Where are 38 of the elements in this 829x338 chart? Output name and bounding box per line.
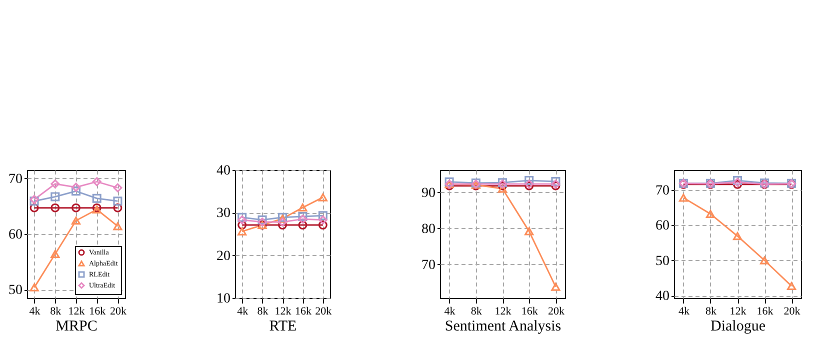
y-tick-label: 60: [656, 218, 670, 234]
y-tick-label: 50: [656, 254, 670, 269]
x-tick-label: 8k: [257, 306, 269, 318]
x-tick-label: 4k: [29, 306, 41, 318]
x-axis-title: RTE: [269, 318, 297, 334]
x-tick-label: 4k: [678, 306, 690, 318]
x-axis-title: Dialogue: [710, 318, 766, 334]
y-tick-label: 80: [422, 222, 436, 237]
y-tick-label: 50: [8, 283, 22, 298]
x-axis-title: MRPC: [56, 318, 98, 334]
x-tick-label: 4k: [444, 306, 456, 318]
x-tick-label: 8k: [470, 306, 482, 318]
x-tick-label: 20k: [784, 306, 801, 318]
x-tick-label: 20k: [548, 306, 565, 318]
x-tick-label: 4k: [237, 306, 249, 318]
y-tick-label: 10: [216, 292, 230, 306]
x-tick-label: 12k: [68, 306, 86, 318]
y-tick-label: 70: [8, 172, 22, 187]
x-tick-label: 12k: [274, 306, 292, 318]
x-tick-label: 8k: [50, 306, 62, 318]
x-tick-label: 16k: [521, 306, 538, 318]
x-tick-label: 12k: [494, 306, 512, 318]
y-tick-label: 90: [422, 186, 436, 201]
x-tick-label: 16k: [756, 306, 774, 318]
x-axis-title: Sentiment Analysis: [444, 318, 562, 334]
y-tick-label: 70: [656, 184, 670, 199]
y-tick-label: 40: [656, 289, 670, 304]
y-tick-label: 20: [216, 248, 230, 264]
y-tick-label: 30: [216, 206, 230, 222]
x-tick-label: 16k: [89, 306, 106, 318]
y-tick-label: 40: [216, 164, 230, 178]
y-tick-label: 70: [422, 258, 436, 273]
x-tick-label: 12k: [730, 306, 747, 318]
y-tick-label: 60: [8, 228, 22, 242]
x-tick-label: 8k: [705, 306, 717, 318]
x-tick-label: 16k: [294, 306, 312, 318]
x-tick-label: 20k: [110, 306, 127, 318]
x-tick-label: 20k: [315, 306, 332, 318]
